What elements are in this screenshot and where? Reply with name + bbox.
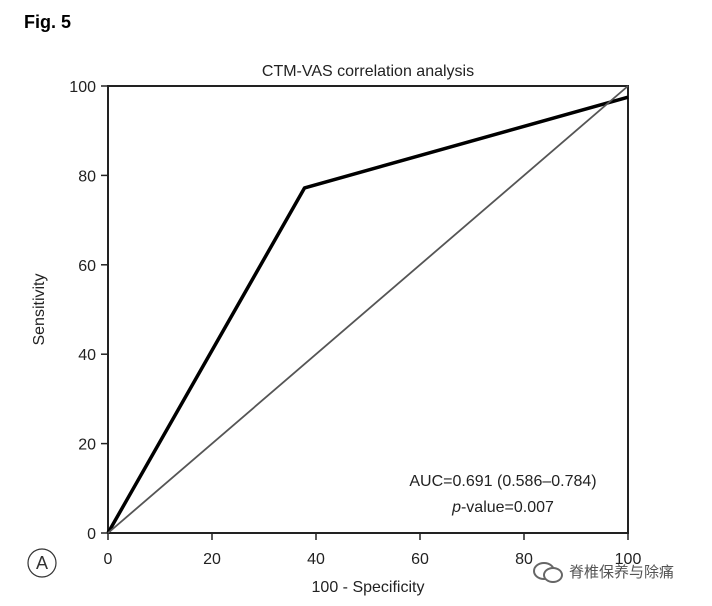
wechat-icon [533,560,563,583]
x-tick-label: 60 [411,551,429,568]
p-value-annotation: p-value=0.007 [451,499,554,516]
y-tick-label: 60 [78,258,96,275]
y-axis-label: Sensitivity [31,273,48,345]
chart-title: CTM-VAS correlation analysis [262,63,474,80]
watermark-text: 脊椎保养与除痛 [569,562,675,581]
panel-letter: A [36,553,48,573]
series-group [106,85,629,534]
axis-ticks: 0 20 40 60 80 100 0 20 40 60 80 100 [69,79,641,568]
plot-frame [107,85,629,534]
y-tick-label: 80 [78,168,96,185]
y-tick-label: 40 [78,347,96,364]
p-value-text: -value=0.007 [461,499,554,516]
auc-annotation: AUC=0.691 (0.586–0.784) [409,473,596,490]
y-tick-label: 100 [69,79,96,96]
reference-diagonal-line [107,85,629,534]
x-axis-label: 100 - Specificity [312,579,425,596]
x-tick-label: 0 [104,551,113,568]
x-tick-label: 20 [203,551,221,568]
y-tick-label: 0 [87,526,96,543]
y-tick-label: 20 [78,437,96,454]
figure-label: Fig. 5 [24,12,72,32]
p-symbol: p [451,499,461,516]
x-tick-label: 40 [307,551,325,568]
watermark: 脊椎保养与除痛 [533,560,675,583]
panel-letter-circle [27,548,57,578]
x-tick-label: 80 [515,551,533,568]
roc-curve-line [106,95,629,534]
x-tick-label: 100 [615,551,642,568]
